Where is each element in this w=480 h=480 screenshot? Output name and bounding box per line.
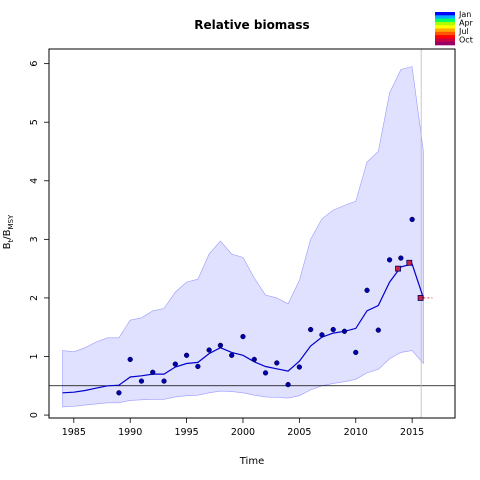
- data-point: [307, 326, 314, 333]
- legend-color-swatch: [435, 15, 455, 19]
- data-point: [229, 352, 235, 358]
- x-tick-label: 1990: [118, 427, 142, 438]
- data-point: [330, 326, 336, 333]
- y-tick-label: 2: [29, 295, 40, 301]
- confidence-band: [62, 66, 424, 408]
- state-marker: [417, 295, 424, 301]
- y-axis-title-mid: /B: [2, 229, 13, 239]
- x-tick-label: 1995: [174, 427, 198, 438]
- data-point: [150, 369, 156, 375]
- y-axis-title-sub1: t: [7, 239, 15, 242]
- x-axis: 1985 1990 1995 2000 2005 2010 2015: [62, 418, 424, 438]
- data-point: [386, 257, 393, 263]
- data-point: [138, 378, 145, 384]
- y-tick-label: 0: [29, 412, 40, 418]
- data-point: [116, 390, 122, 396]
- legend-color-swatch: [435, 38, 455, 42]
- x-tick-label: 1985: [62, 427, 86, 438]
- data-point: [341, 328, 348, 334]
- legend-color-swatch: [435, 28, 455, 33]
- x-tick-label: 2000: [231, 427, 255, 438]
- x-tick-label: 2005: [287, 427, 311, 438]
- legend-color-swatch: [435, 35, 455, 39]
- legend-label: Oct: [459, 36, 473, 45]
- y-axis-title: Bt/BMSY: [2, 214, 15, 249]
- data-point: [262, 370, 269, 376]
- data-point: [251, 356, 257, 363]
- legend-color-swatch: [435, 41, 455, 46]
- plot-region: [49, 49, 455, 418]
- data-point: [161, 378, 167, 384]
- x-tick-label: 2010: [344, 427, 368, 438]
- y-tick-label: 1: [29, 353, 40, 359]
- plot-frame: [48, 48, 456, 419]
- data-point: [217, 342, 224, 349]
- y-tick-label: 3: [29, 236, 40, 242]
- state-marker: [395, 265, 401, 272]
- legend-color-swatch: [435, 21, 455, 26]
- y-tick-label: 4: [29, 178, 40, 184]
- y-axis-title-sub2: MSY: [7, 214, 15, 229]
- data-point: [183, 352, 190, 358]
- data-point: [172, 361, 178, 367]
- legend-color-swatch: [435, 12, 455, 16]
- x-axis-title: Time: [239, 456, 264, 467]
- data-point: [364, 287, 370, 293]
- y-axis-title-main: B: [2, 242, 13, 249]
- y-tick-label: 5: [29, 119, 40, 125]
- y-tick-label: 6: [29, 61, 40, 67]
- data-point: [319, 332, 325, 338]
- x-tick-label: 2015: [400, 427, 424, 438]
- state-marker: [406, 259, 413, 266]
- data-point: [375, 327, 381, 333]
- legend-label: Jul: [458, 27, 469, 36]
- data-point: [409, 216, 415, 223]
- data-point: [353, 349, 359, 356]
- data-point: [285, 381, 291, 388]
- data-point: [206, 347, 212, 353]
- biomass-line: [62, 263, 424, 394]
- legend-label: Jan: [458, 10, 471, 19]
- data-point: [274, 360, 280, 366]
- legend-label: Apr: [459, 19, 474, 28]
- data-point: [398, 255, 404, 261]
- legend-color-swatch: [435, 31, 455, 36]
- legend-color-swatch: [435, 18, 455, 23]
- data-point: [296, 364, 303, 370]
- chart-title: Relative biomass: [194, 18, 309, 32]
- y-axis: 0 1 2 3 4 5 6: [29, 61, 49, 418]
- data-point: [195, 363, 201, 370]
- data-point: [127, 356, 133, 363]
- legend-color-swatch: [435, 25, 455, 29]
- data-point: [240, 333, 246, 340]
